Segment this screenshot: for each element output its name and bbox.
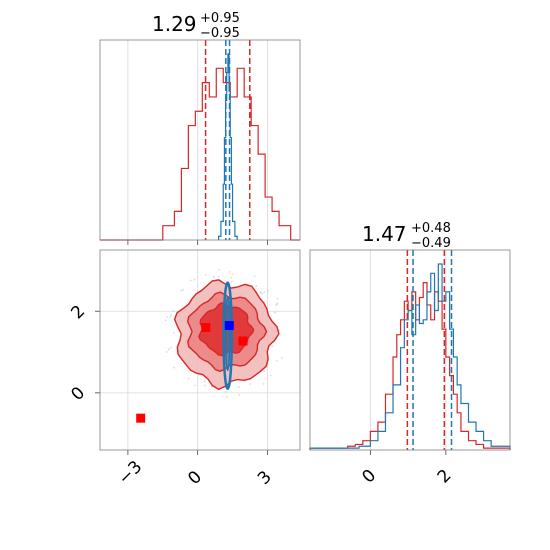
axes-frame bbox=[99, 39, 301, 241]
sample-point bbox=[213, 276, 215, 278]
sample-point bbox=[203, 380, 206, 383]
title-bottom-right-minus: −0.49 bbox=[411, 236, 451, 251]
sample-point bbox=[164, 319, 167, 322]
sample-point bbox=[169, 316, 172, 318]
panel-top-left-histogram: 1.29 +0.95 −0.95 bbox=[99, 11, 301, 245]
axes-frame bbox=[309, 249, 511, 451]
sample-point bbox=[280, 356, 283, 359]
sample-point bbox=[263, 370, 266, 373]
sample-point bbox=[167, 348, 170, 351]
sample-point bbox=[267, 290, 269, 292]
sample-point bbox=[173, 366, 176, 369]
sample-point bbox=[170, 346, 172, 349]
sample-point bbox=[173, 331, 175, 334]
x-tick-label: 0 bbox=[358, 466, 380, 488]
histogram-series-blue bbox=[218, 53, 238, 240]
histogram-series-blue bbox=[309, 263, 511, 450]
point-marker bbox=[201, 323, 211, 333]
sample-point bbox=[262, 383, 265, 385]
sample-point bbox=[271, 345, 274, 347]
sample-point bbox=[203, 384, 206, 387]
sample-point bbox=[259, 291, 262, 294]
point-marker bbox=[224, 321, 234, 331]
x-tick-label: 0 bbox=[184, 467, 206, 489]
title-top-left-value: 1.29 bbox=[152, 12, 197, 36]
axes-top-left bbox=[99, 39, 301, 245]
sample-point bbox=[270, 374, 272, 377]
plot-area bbox=[136, 268, 283, 423]
axes-frame bbox=[99, 249, 301, 451]
sample-point bbox=[263, 291, 266, 294]
sample-point bbox=[204, 273, 207, 276]
axes-background bbox=[100, 40, 300, 240]
point-marker bbox=[136, 413, 146, 423]
x-tick-label: 3 bbox=[254, 467, 276, 489]
sample-point bbox=[218, 268, 221, 271]
title-top-left-minus: −0.95 bbox=[200, 26, 240, 41]
y-tick-label: 2 bbox=[67, 301, 89, 323]
axes-background bbox=[310, 250, 510, 450]
sample-point bbox=[180, 289, 183, 292]
sample-point bbox=[237, 386, 240, 389]
sample-point bbox=[238, 393, 241, 396]
sample-point bbox=[226, 395, 228, 398]
sample-point bbox=[273, 311, 276, 314]
title-bottom-right-value: 1.47 bbox=[362, 222, 407, 246]
x-tick-label: −3 bbox=[114, 457, 146, 489]
sample-point bbox=[170, 313, 173, 316]
axes-bottom-left: −3 0 3 0 2 bbox=[67, 249, 301, 489]
sample-point bbox=[193, 278, 196, 281]
sample-point bbox=[253, 275, 256, 278]
sample-point bbox=[230, 276, 233, 279]
sample-point bbox=[275, 304, 278, 306]
sample-point bbox=[228, 271, 231, 273]
sample-point bbox=[276, 297, 279, 300]
title-bottom-right-plus: +0.48 bbox=[411, 221, 451, 236]
blue-contour bbox=[224, 296, 231, 372]
y-tick-label: 0 bbox=[67, 383, 89, 405]
sample-point bbox=[276, 302, 279, 305]
blue-contour bbox=[222, 281, 234, 391]
sample-point bbox=[255, 285, 258, 288]
sample-point bbox=[249, 383, 251, 385]
sample-point bbox=[230, 281, 233, 283]
sample-point bbox=[261, 292, 264, 295]
histogram-series-red bbox=[309, 282, 511, 450]
panel-bottom-left-contour: −3 0 3 0 2 bbox=[67, 249, 301, 489]
title-top-left-plus: +0.95 bbox=[200, 11, 240, 26]
sample-point bbox=[172, 310, 175, 313]
sample-point bbox=[189, 279, 192, 282]
sample-point bbox=[194, 384, 196, 387]
sample-point bbox=[217, 275, 220, 278]
sample-point bbox=[224, 390, 227, 393]
histogram-series-red bbox=[100, 67, 300, 241]
point-marker bbox=[238, 336, 248, 346]
sample-point bbox=[165, 351, 168, 353]
sample-point bbox=[166, 316, 169, 318]
x-tick-label: 2 bbox=[434, 466, 456, 488]
sample-point bbox=[187, 377, 190, 380]
sample-point bbox=[231, 273, 234, 276]
sample-point bbox=[182, 288, 184, 291]
sample-point bbox=[275, 359, 278, 362]
